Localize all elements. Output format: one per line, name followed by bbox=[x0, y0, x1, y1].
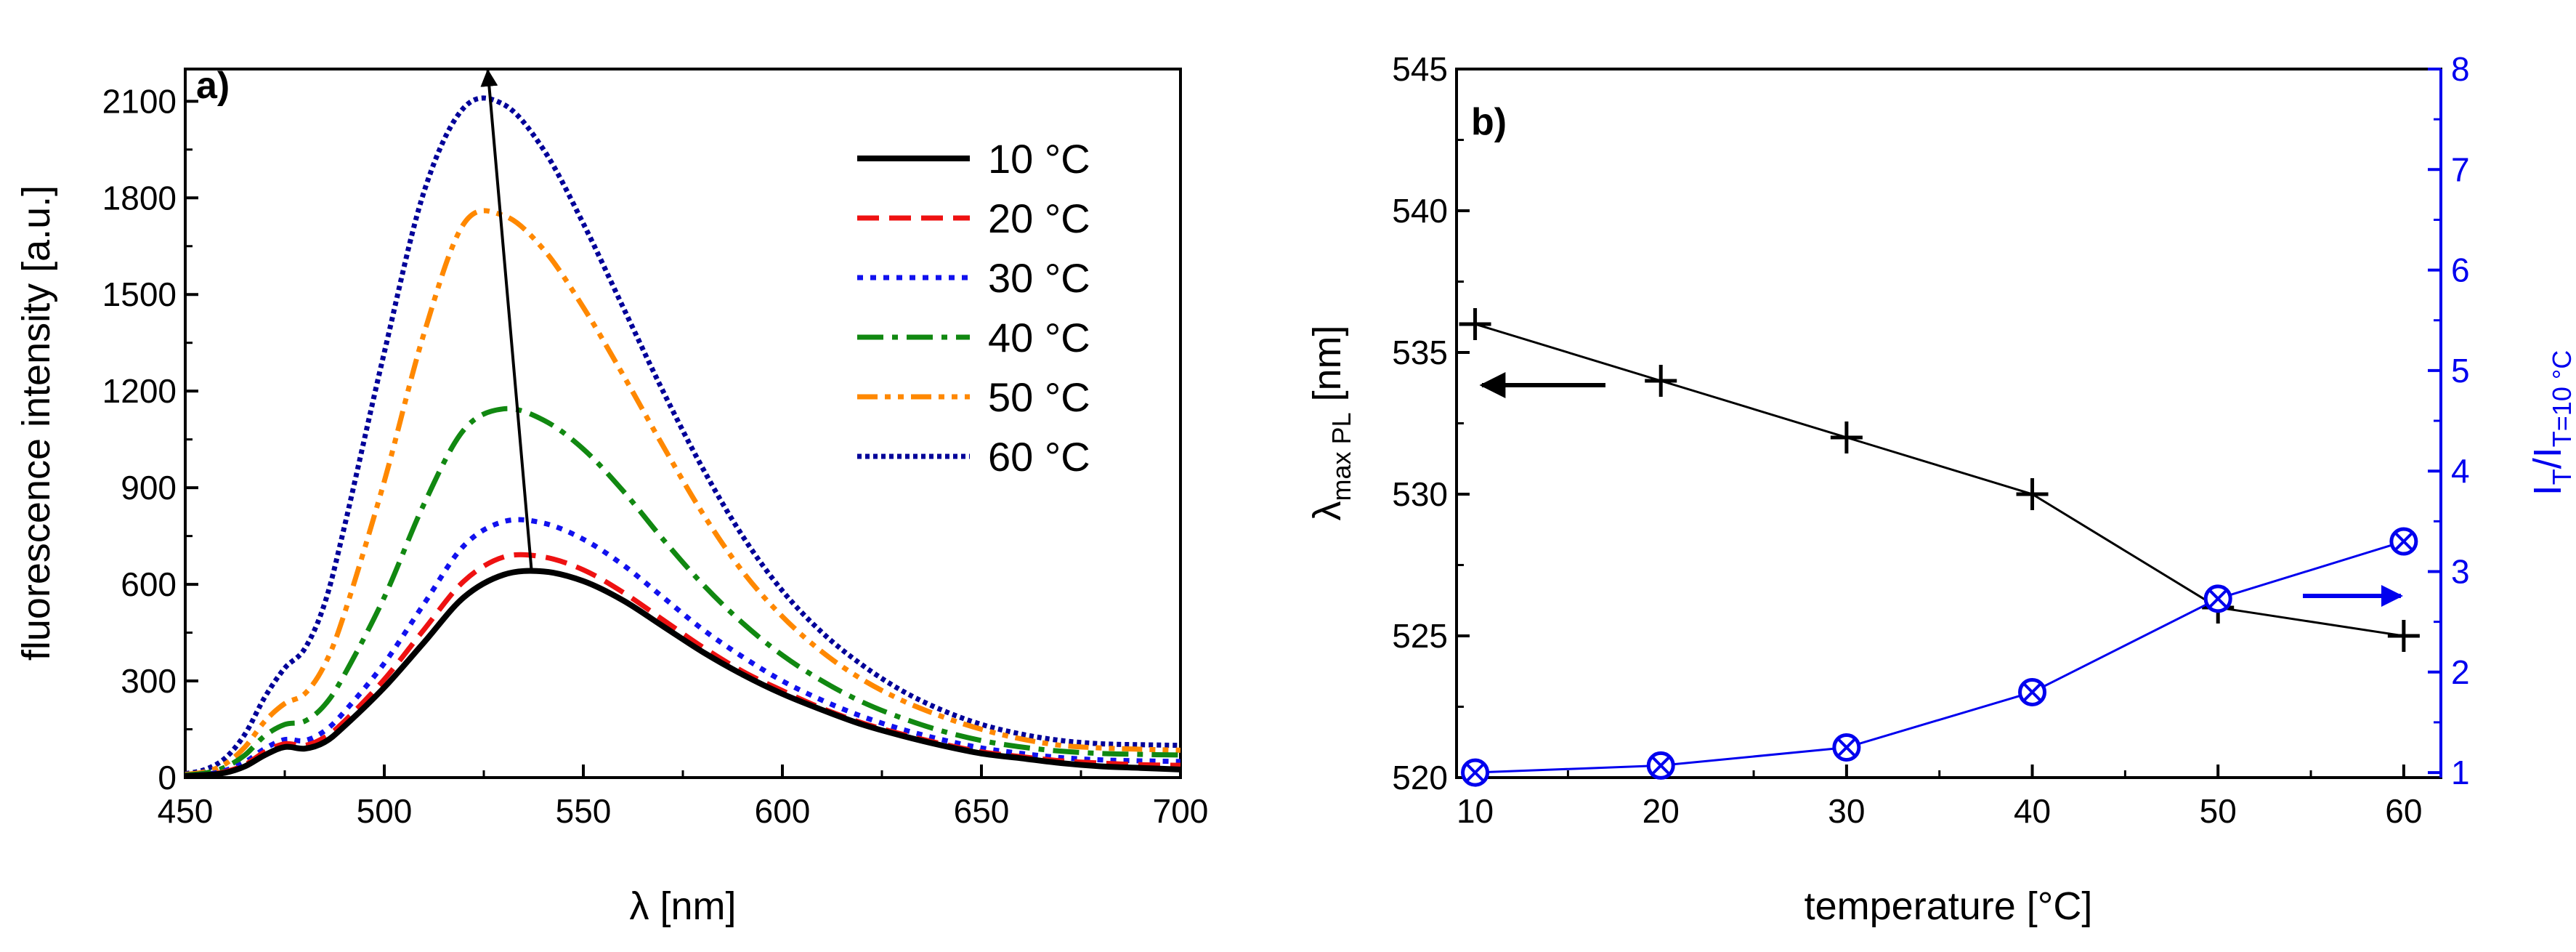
panel-a-x-tick-label: 700 bbox=[1153, 792, 1209, 830]
panel-a-x-tick-label: 450 bbox=[158, 792, 214, 830]
panel-b-y2-axis-label: IT/IT=10 °C bbox=[2526, 350, 2576, 496]
panel-b-y2-label-sub1: T bbox=[2547, 469, 2576, 485]
panel-b-y2-tick-label: 4 bbox=[2451, 452, 2470, 490]
intensity-ratio-marker-cross bbox=[2208, 589, 2228, 609]
panel-b-y-tick-label: 540 bbox=[1392, 192, 1448, 230]
panel-b-x-axis-label: temperature [°C] bbox=[1805, 884, 2093, 928]
panel-b-label: b) bbox=[1471, 101, 1507, 143]
legend-label-30c: 30 °C bbox=[988, 255, 1090, 301]
panel-b-x-tick-label: 50 bbox=[2200, 792, 2237, 830]
panel-b-y-tick-label: 530 bbox=[1392, 475, 1448, 513]
legend-label-10c: 10 °C bbox=[988, 136, 1090, 182]
panel-b-y2-tick-label: 8 bbox=[2451, 50, 2470, 88]
lambda-max-marker bbox=[1459, 308, 1491, 340]
panel-b-x-tick-label: 60 bbox=[2385, 792, 2422, 830]
panel-a-y-tick-label: 300 bbox=[121, 662, 177, 700]
legend-label-50c: 50 °C bbox=[988, 374, 1090, 420]
panel-a-x-tick-label: 650 bbox=[954, 792, 1010, 830]
series-line-30c bbox=[185, 517, 1181, 778]
panel-b-y2-tick-label: 5 bbox=[2451, 352, 2470, 390]
series-line-50c bbox=[185, 208, 1181, 778]
panel-a-legend: 10 °C 20 °C 30 °C 40 °C 50 °C 60 °C bbox=[857, 136, 1090, 480]
panel-a-label: a) bbox=[196, 65, 230, 107]
panel-b-y-tick-label: 545 bbox=[1392, 50, 1448, 88]
panel-b-y-axis-label: λmax PL [nm] bbox=[1305, 325, 1356, 520]
intensity-ratio-marker-cross bbox=[1465, 762, 1486, 783]
panel-b-x-tick-label: 30 bbox=[1828, 792, 1865, 830]
panel-b-y2-tick-label: 6 bbox=[2451, 251, 2470, 289]
panel-a-y-tick-label: 2100 bbox=[102, 82, 177, 120]
panel-b-y2-label-main: I bbox=[2526, 485, 2569, 496]
panel-b-y-label-sub: max PL bbox=[1327, 412, 1356, 501]
panel-a-y-tick-label: 0 bbox=[158, 759, 177, 796]
panel-a-x-tick-label: 500 bbox=[357, 792, 413, 830]
panel-b-y2-tick-label: 2 bbox=[2451, 653, 2470, 691]
panel-a-y-tick-label: 1500 bbox=[102, 275, 177, 313]
legend-label-40c: 40 °C bbox=[988, 315, 1090, 360]
panel-a-y-axis-label: fluorescence intensity [a.u.] bbox=[15, 185, 58, 661]
lambda-max-marker bbox=[1830, 421, 1863, 453]
panel-a-chart: 450 500 550 600 650 700 0 300 600 900 1200 1500 1800… bbox=[15, 65, 1208, 928]
panel-b-x-tick-label: 10 bbox=[1457, 792, 1494, 830]
lambda-max-marker bbox=[2016, 478, 2049, 510]
panel-b-frame bbox=[1455, 68, 2442, 779]
lambda-max-line bbox=[1475, 323, 2405, 637]
series-line-40c bbox=[185, 406, 1181, 778]
panel-b-y2-tick-label: 3 bbox=[2451, 552, 2470, 590]
panel-b-y-label-main: λ bbox=[1305, 501, 1349, 521]
intensity-ratio-line bbox=[1475, 540, 2405, 774]
intensity-ratio-marker-cross bbox=[2394, 531, 2414, 552]
intensity-ratio-marker-cross bbox=[2022, 682, 2043, 703]
panel-a-x-tick-label: 600 bbox=[755, 792, 811, 830]
lambda-max-marker bbox=[1645, 365, 1677, 397]
panel-a-y-tick-label: 1200 bbox=[102, 372, 177, 410]
panel-a-x-axis-label: λ [nm] bbox=[629, 884, 736, 928]
panel-a-trend-arrow bbox=[480, 68, 533, 572]
series-line-60c bbox=[185, 95, 1181, 777]
panel-a-y-tick-label: 1800 bbox=[102, 179, 177, 217]
panel-b-y2-label-sub2: T=10 °C bbox=[2547, 350, 2576, 447]
panel-b-y-tick-label: 525 bbox=[1392, 617, 1448, 655]
panel-b-y2-tick-label: 7 bbox=[2451, 150, 2470, 188]
legend-label-20c: 20 °C bbox=[988, 195, 1090, 241]
panel-b-chart: 10 20 30 40 50 60 520 525 530 535 540 545 1 2 3 4 5 6 7 8 b… bbox=[1305, 50, 2576, 928]
legend-label-60c: 60 °C bbox=[988, 434, 1090, 480]
lambda-max-marker bbox=[2387, 620, 2420, 652]
panel-b-y2-tick-label: 1 bbox=[2451, 754, 2470, 791]
panel-b-y-tick-label: 520 bbox=[1392, 759, 1448, 796]
panel-a-y-tick-label: 900 bbox=[121, 469, 177, 507]
panel-b-y-tick-label: 535 bbox=[1392, 334, 1448, 371]
panel-b-y-label-tail: [nm] bbox=[1305, 325, 1349, 412]
series-line-10c bbox=[185, 568, 1181, 779]
intensity-ratio-marker-cross bbox=[1650, 755, 1671, 776]
panel-a-x-tick-label: 550 bbox=[556, 792, 612, 830]
panel-b-x-tick-label: 40 bbox=[2014, 792, 2051, 830]
panel-b-x-tick-label: 20 bbox=[1643, 792, 1680, 830]
panel-b-y2-label-mid: /I bbox=[2526, 447, 2569, 469]
panel-a-y-tick-label: 600 bbox=[121, 565, 177, 603]
intensity-ratio-marker-cross bbox=[1836, 737, 1857, 758]
